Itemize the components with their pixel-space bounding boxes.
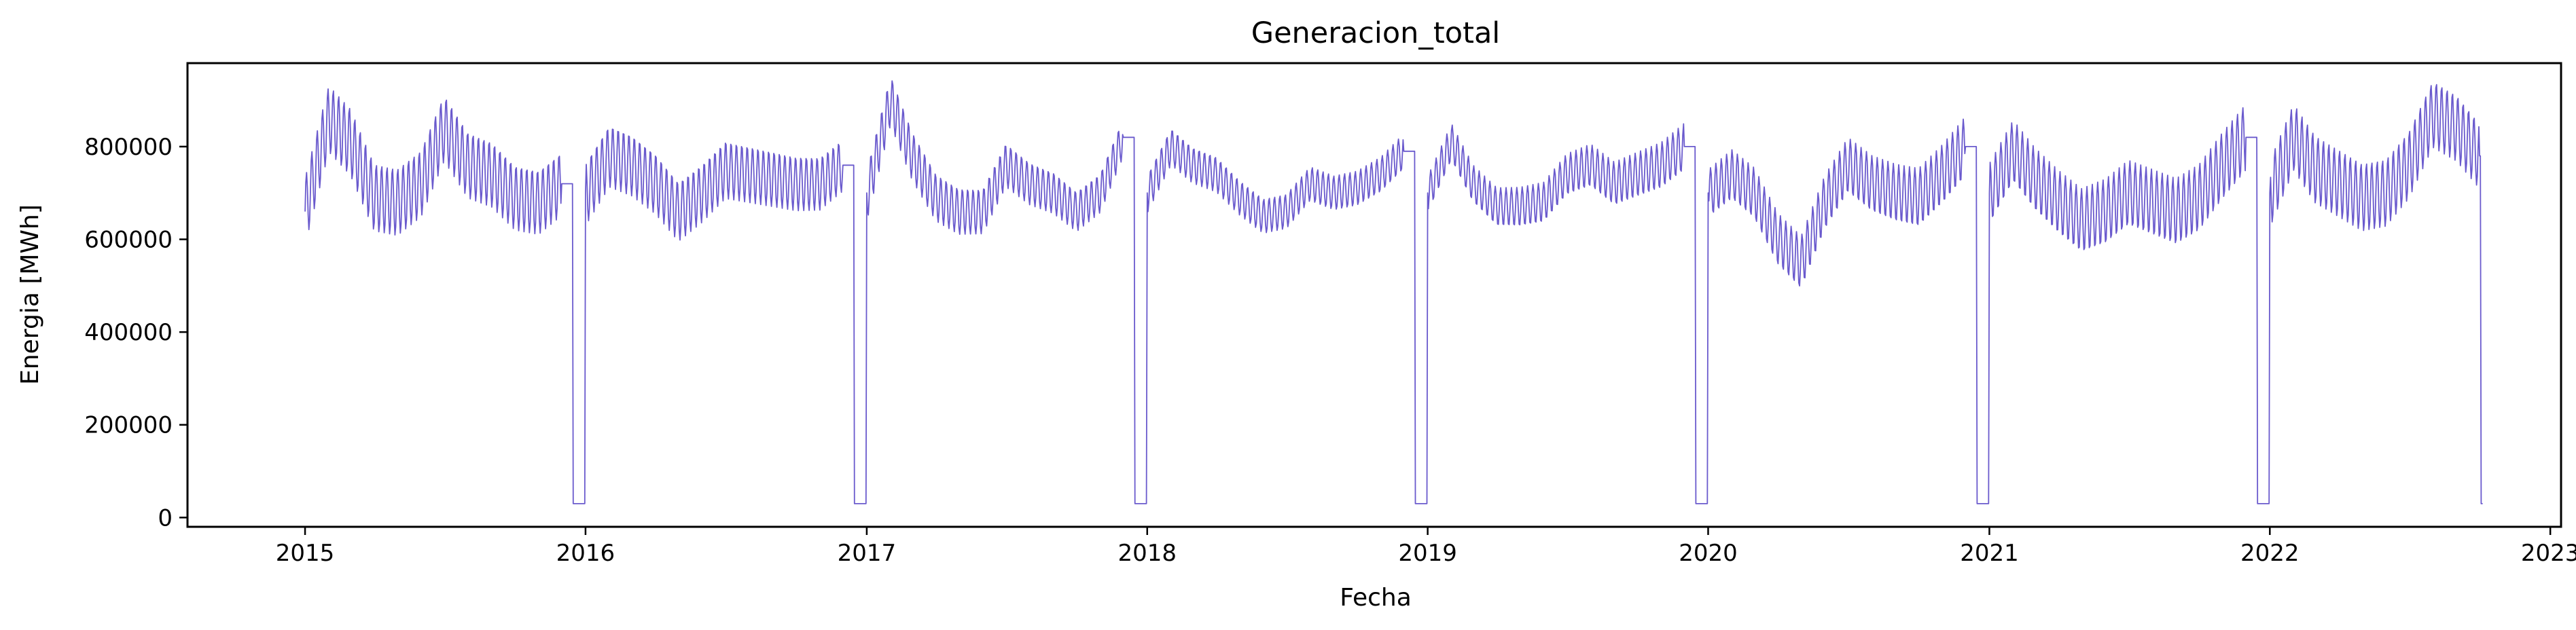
x-tick-label: 2019 (1398, 540, 1457, 567)
y-tick-label: 400000 (84, 319, 173, 346)
x-tick-label: 2015 (276, 540, 335, 567)
y-axis: 0 200000 400000 600000 800000 (84, 134, 187, 532)
axes-frame (186, 62, 2562, 528)
y-tick-label: 200000 (84, 412, 173, 439)
x-tick-label: 2016 (556, 540, 615, 567)
x-tick-label: 2021 (1960, 540, 2019, 567)
y-tick-label: 800000 (84, 134, 173, 161)
x-tick-label: 2020 (1679, 540, 1738, 567)
series-line (304, 80, 2483, 504)
x-axis-label: Fecha (1340, 584, 1412, 612)
y-axis-label: Energia [MWh] (16, 204, 44, 385)
x-tick-label: 2017 (838, 540, 897, 567)
plot-area (304, 80, 2483, 504)
y-tick-label: 600000 (84, 227, 173, 254)
x-tick-label: 2022 (2240, 540, 2300, 567)
x-tick-label: 2018 (1117, 540, 1177, 567)
x-tick-label: 2023 (2521, 540, 2576, 567)
y-tick-label: 0 (158, 504, 173, 532)
x-axis: 2015 2016 2017 2018 2019 2020 2021 2022 2023 (276, 527, 2576, 567)
chart-title: Generacion_total (1251, 16, 1501, 50)
